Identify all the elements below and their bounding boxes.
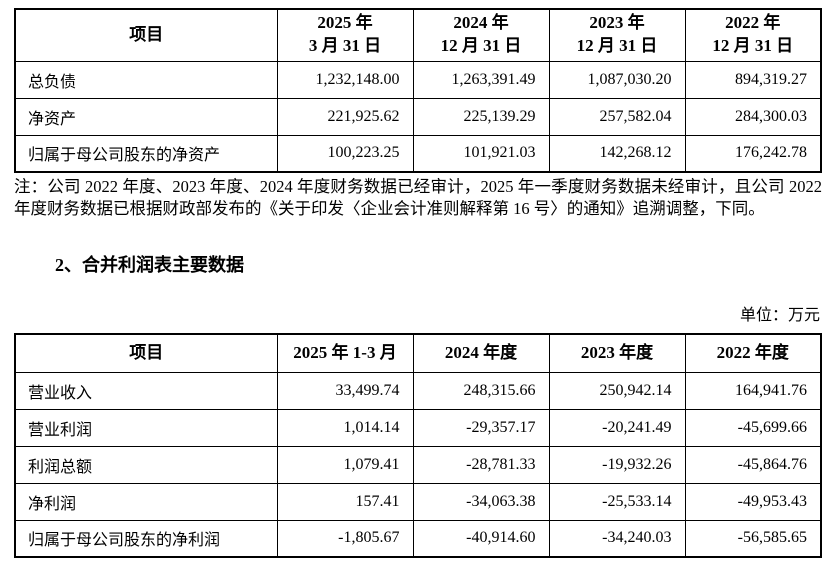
value-cell: 100,223.25 [276, 134, 414, 173]
value-cell: 1,014.14 [276, 408, 414, 447]
value-cell: -34,240.03 [548, 519, 686, 558]
value-cell: -45,699.66 [684, 408, 822, 447]
header-line-date: 3 月 31 日 [308, 36, 382, 56]
item-label-cell: 净资产 [14, 97, 278, 136]
value-cell: 257,582.04 [548, 97, 686, 136]
column-header-2025-q1: 2025 年 1-3 月 [276, 333, 414, 373]
column-header-2023-fy: 2023 年度 [548, 333, 686, 373]
table-row-total-liabilities: 总负债 1,232,148.00 1,263,391.49 1,087,030.… [14, 60, 822, 99]
balance-table-header-row: 项目 2025 年 3 月 31 日 2024 年 12 月 31 日 2023… [14, 8, 822, 62]
item-label-cell: 净利润 [14, 482, 278, 521]
item-label-cell: 利润总额 [14, 445, 278, 484]
value-cell: -34,063.38 [412, 482, 550, 521]
value-cell: 101,921.03 [412, 134, 550, 173]
table-row-net-assets-parent: 归属于母公司股东的净资产 100,223.25 101,921.03 142,2… [14, 134, 822, 173]
header-line-date: 12 月 31 日 [712, 36, 794, 56]
value-cell: -19,932.26 [548, 445, 686, 484]
value-cell: 176,242.78 [684, 134, 822, 173]
value-cell: 894,319.27 [684, 60, 822, 99]
value-cell: -29,357.17 [412, 408, 550, 447]
column-header-2024-12-31: 2024 年 12 月 31 日 [412, 8, 550, 62]
header-line-date: 12 月 31 日 [576, 36, 658, 56]
value-cell: 164,941.76 [684, 371, 822, 410]
value-cell: 157.41 [276, 482, 414, 521]
section-heading: 2、合并利润表主要数据 [55, 255, 244, 275]
header-line-year: 2023 年 [589, 13, 645, 33]
table-row-operating-profit: 营业利润 1,014.14 -29,357.17 -20,241.49 -45,… [14, 408, 822, 447]
column-header-2022-12-31: 2022 年 12 月 31 日 [684, 8, 822, 62]
value-cell: -1,805.67 [276, 519, 414, 558]
income-table-header-row: 项目 2025 年 1-3 月 2024 年度 2023 年度 2022 年度 [14, 333, 822, 373]
header-line-year: 2024 年 [453, 13, 509, 33]
table-row-total-profit: 利润总额 1,079.41 -28,781.33 -19,932.26 -45,… [14, 445, 822, 484]
header-line-year: 2022 年 [725, 13, 781, 33]
column-header-2022-fy: 2022 年度 [684, 333, 822, 373]
item-label-cell: 营业收入 [14, 371, 278, 410]
value-cell: 248,315.66 [412, 371, 550, 410]
audit-note-paragraph: 注：公司 2022 年度、2023 年度、2024 年度财务数据已经审计，202… [14, 177, 822, 218]
balance-sheet-table: 项目 2025 年 3 月 31 日 2024 年 12 月 31 日 2023… [14, 8, 822, 173]
table-row-net-assets: 净资产 221,925.62 225,139.29 257,582.04 284… [14, 97, 822, 136]
value-cell: -49,953.43 [684, 482, 822, 521]
value-cell: -20,241.49 [548, 408, 686, 447]
value-cell: -45,864.76 [684, 445, 822, 484]
value-cell: 225,139.29 [412, 97, 550, 136]
value-cell: -56,585.65 [684, 519, 822, 558]
value-cell: 284,300.03 [684, 97, 822, 136]
value-cell: 250,942.14 [548, 371, 686, 410]
value-cell: 1,079.41 [276, 445, 414, 484]
item-label-cell: 总负债 [14, 60, 278, 99]
value-cell: 33,499.74 [276, 371, 414, 410]
header-line-year: 2025 年 [317, 13, 373, 33]
column-header-2023-12-31: 2023 年 12 月 31 日 [548, 8, 686, 62]
value-cell: 142,268.12 [548, 134, 686, 173]
column-header-2024-fy: 2024 年度 [412, 333, 550, 373]
table-row-net-profit-parent: 归属于母公司股东的净利润 -1,805.67 -40,914.60 -34,24… [14, 519, 822, 558]
table-row-net-profit: 净利润 157.41 -34,063.38 -25,533.14 -49,953… [14, 482, 822, 521]
value-cell: 1,263,391.49 [412, 60, 550, 99]
table-row-operating-revenue: 营业收入 33,499.74 248,315.66 250,942.14 164… [14, 371, 822, 410]
value-cell: -40,914.60 [412, 519, 550, 558]
column-header-2025-03-31: 2025 年 3 月 31 日 [276, 8, 414, 62]
column-header-item: 项目 [14, 333, 278, 373]
value-cell: -28,781.33 [412, 445, 550, 484]
value-cell: 1,232,148.00 [276, 60, 414, 99]
header-line-date: 12 月 31 日 [440, 36, 522, 56]
value-cell: 1,087,030.20 [548, 60, 686, 99]
item-label-cell: 归属于母公司股东的净利润 [14, 519, 278, 558]
unit-label: 单位：万元 [739, 307, 820, 324]
value-cell: -25,533.14 [548, 482, 686, 521]
item-label-cell: 归属于母公司股东的净资产 [14, 134, 278, 173]
income-statement-table: 项目 2025 年 1-3 月 2024 年度 2023 年度 2022 年度 … [14, 333, 822, 558]
column-header-item: 项目 [14, 8, 278, 62]
item-label-cell: 营业利润 [14, 408, 278, 447]
value-cell: 221,925.62 [276, 97, 414, 136]
